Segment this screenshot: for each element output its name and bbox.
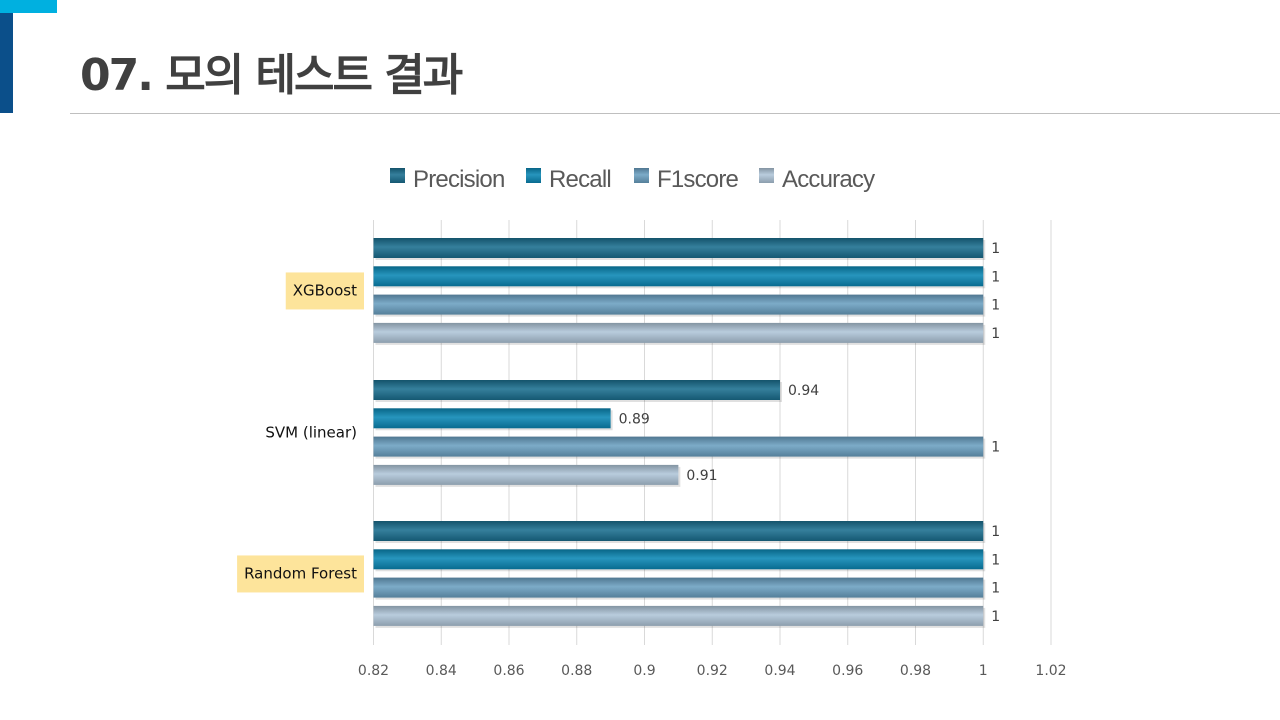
bars bbox=[373, 238, 986, 628]
x-tick-label: 0.82 bbox=[358, 663, 389, 679]
category-label-random-forest: Random Forest bbox=[244, 564, 357, 582]
value-label: 1 bbox=[991, 524, 1000, 540]
x-tick-label: 0.9 bbox=[633, 663, 655, 679]
legend-label-precision: Precision bbox=[413, 166, 505, 193]
legend-swatch-recall bbox=[526, 168, 541, 183]
category-highlight-random-forest bbox=[237, 555, 364, 593]
value-label: 0.89 bbox=[619, 411, 650, 427]
value-label: 0.91 bbox=[686, 468, 717, 484]
legend-label-recall: Recall bbox=[549, 166, 611, 193]
x-tick-label: 0.98 bbox=[900, 663, 931, 679]
bar-svm-linear-recall bbox=[373, 408, 611, 429]
category-labels: XGBoost SVM (linear) Random Forest bbox=[237, 272, 364, 593]
x-tick-label: 0.86 bbox=[493, 663, 524, 679]
category-label-svm-linear: SVM (linear) bbox=[265, 423, 357, 441]
accent-bar-navy bbox=[0, 13, 13, 113]
legend-swatch-precision bbox=[390, 168, 405, 183]
legend-label-f1score: F1score bbox=[657, 166, 739, 193]
legend-swatch-accuracy bbox=[759, 168, 774, 183]
bar-svm-linear-f1score bbox=[373, 436, 984, 457]
x-tick-label: 0.96 bbox=[832, 663, 863, 679]
bar-xgboost-f1score bbox=[373, 294, 984, 315]
x-tick-label: 0.84 bbox=[426, 663, 457, 679]
value-label: 0.94 bbox=[788, 383, 819, 399]
x-tick-label: 1 bbox=[979, 663, 988, 679]
bar-xgboost-recall bbox=[373, 266, 984, 287]
bar-svm-linear-accuracy bbox=[373, 464, 679, 485]
value-label: 1 bbox=[991, 326, 1000, 342]
legend-label-accuracy: Accuracy bbox=[782, 166, 875, 193]
category-highlight-xgboost bbox=[285, 272, 364, 310]
bar-random-forest-f1score bbox=[373, 577, 984, 598]
value-label: 1 bbox=[991, 241, 1000, 257]
title-divider bbox=[70, 113, 1280, 114]
x-tick-label: 0.88 bbox=[561, 663, 592, 679]
chart-legend: Precision Recall F1score Accuracy bbox=[390, 166, 876, 193]
value-label: 1 bbox=[991, 440, 1000, 456]
legend-swatch-f1score bbox=[634, 168, 649, 183]
gridlines bbox=[373, 220, 1052, 645]
bar-random-forest-precision bbox=[373, 521, 984, 541]
value-label: 1 bbox=[991, 552, 1000, 568]
value-label: 1 bbox=[991, 269, 1000, 285]
x-tick-label: 1.02 bbox=[1035, 663, 1066, 679]
bar-random-forest-accuracy bbox=[373, 605, 984, 626]
bar-random-forest-recall bbox=[373, 549, 984, 570]
bar-xgboost-precision bbox=[373, 238, 984, 258]
slide-title: 07. 모의 테스트 결과 bbox=[80, 50, 463, 101]
value-labels: 1 1 1 1 0.94 0.89 1 0.91 1 1 1 1 bbox=[619, 241, 1001, 625]
x-tick-label: 0.92 bbox=[697, 663, 728, 679]
x-tick-label: 0.94 bbox=[764, 663, 795, 679]
bar-svm-linear-precision bbox=[373, 380, 780, 400]
bar-xgboost-accuracy bbox=[373, 322, 984, 343]
value-label: 1 bbox=[991, 298, 1000, 314]
value-label: 1 bbox=[991, 581, 1000, 597]
x-axis-ticks: 0.82 0.84 0.86 0.88 0.9 0.92 0.94 0.96 0.98 1 1.02 bbox=[358, 663, 1067, 679]
accent-bar-cyan bbox=[0, 0, 57, 13]
category-label-xgboost: XGBoost bbox=[293, 281, 357, 299]
value-label: 1 bbox=[991, 609, 1000, 625]
